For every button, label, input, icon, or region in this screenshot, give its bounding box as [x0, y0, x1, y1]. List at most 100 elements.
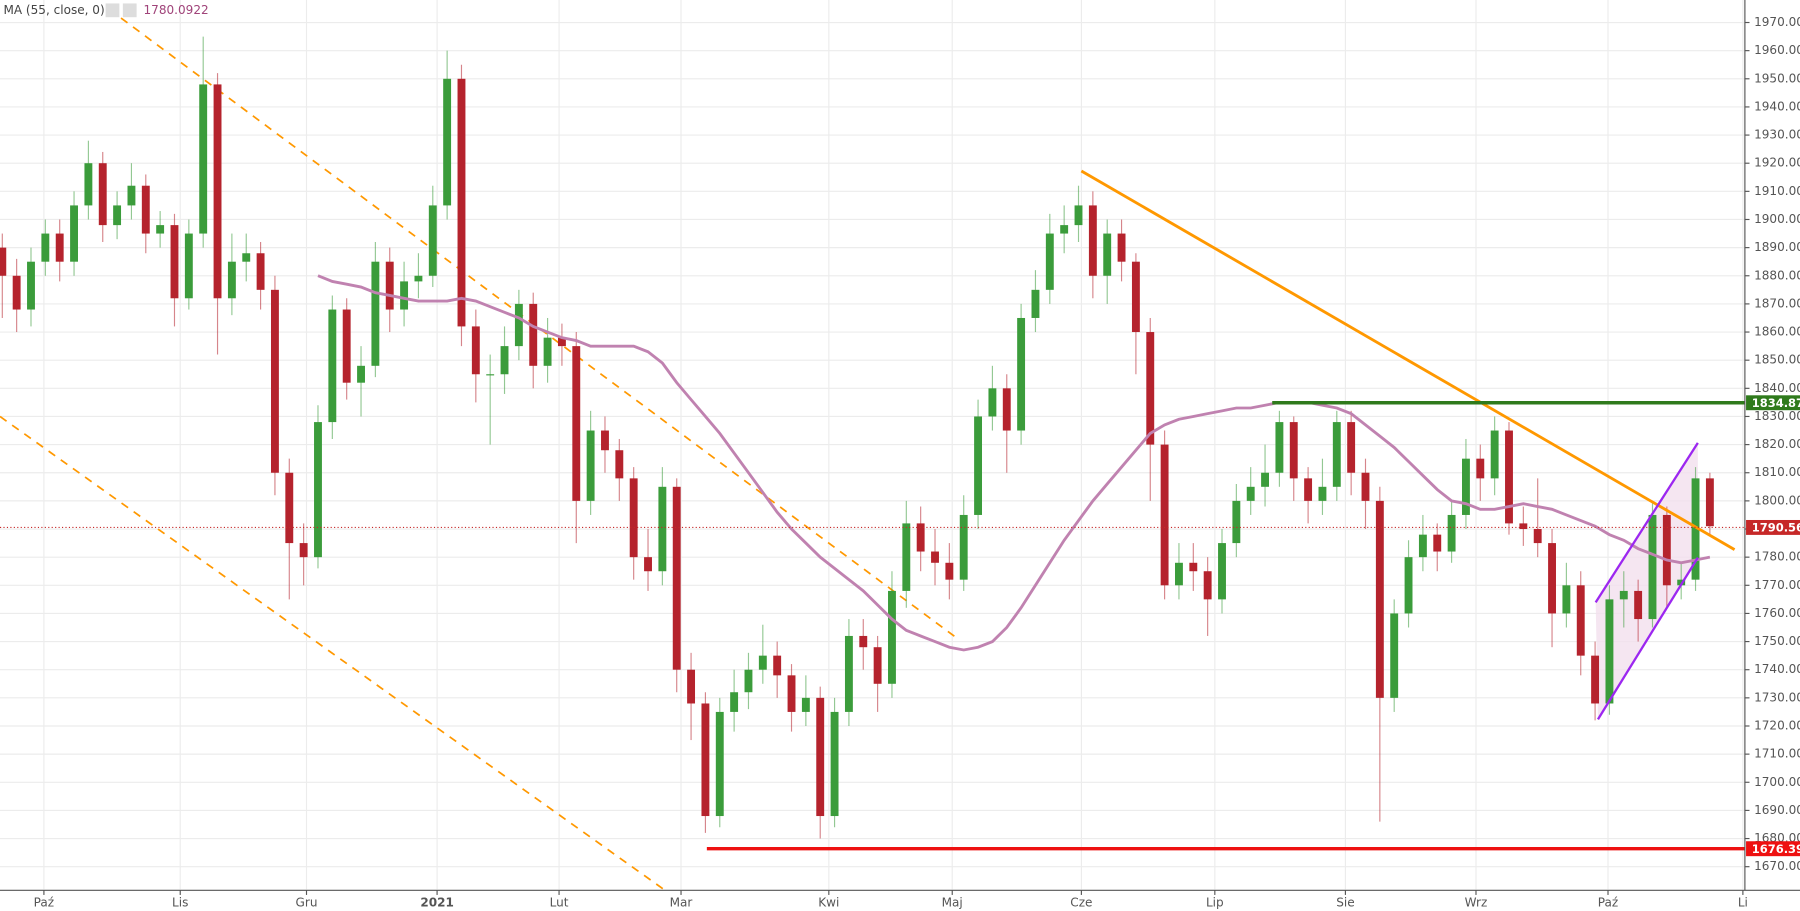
candle-body — [1634, 590, 1643, 620]
price-label: 1834.87 — [1752, 396, 1800, 410]
moving-average — [317, 274, 1711, 652]
candle-body — [1404, 557, 1413, 614]
y-tick-label: 1850.00 — [1754, 353, 1800, 367]
candle-body — [84, 163, 93, 206]
candle-body — [1275, 422, 1284, 473]
candle-body — [1017, 317, 1026, 431]
trendline-dashed — [0, 415, 665, 890]
candle-body — [601, 430, 609, 451]
candle-body — [1074, 205, 1083, 226]
candle-body — [801, 697, 810, 712]
y-tick-label: 1820.00 — [1754, 437, 1800, 451]
candle-body — [658, 486, 667, 572]
candle-body — [227, 261, 236, 299]
y-tick-label: 1970.00 — [1754, 15, 1800, 29]
x-tick-label: Cze — [1070, 895, 1092, 909]
candle-body — [1332, 422, 1341, 487]
candle-body — [385, 261, 394, 310]
candle-body — [270, 289, 279, 473]
candle-body — [1232, 500, 1241, 544]
candle-body — [1175, 562, 1183, 586]
y-tick-label: 1900.00 — [1754, 212, 1800, 226]
candle-body — [342, 309, 351, 383]
candle-body — [1103, 233, 1112, 276]
candle-body — [1146, 332, 1155, 445]
candle-body — [687, 669, 696, 704]
candle-body — [902, 523, 911, 591]
candle-body — [113, 205, 122, 226]
drawings — [0, 8, 1698, 890]
candle-body — [1088, 205, 1097, 276]
candle-body — [242, 253, 251, 262]
candle-body — [1289, 422, 1298, 479]
candle-body — [629, 478, 638, 558]
candle-body — [1662, 514, 1671, 586]
x-tick-label: Li — [1738, 895, 1748, 909]
x-tick-label: Mar — [670, 895, 693, 909]
candle-body — [199, 84, 208, 234]
candle-body — [1117, 233, 1126, 262]
candle-body — [70, 205, 78, 262]
candle-body — [41, 233, 50, 262]
candle-body — [12, 275, 21, 310]
price-label-box — [1746, 519, 1800, 535]
x-tick-label: 2021 — [420, 895, 454, 909]
candle-body — [1533, 529, 1542, 544]
y-tick-label: 1930.00 — [1754, 128, 1800, 142]
candle-body — [701, 703, 710, 817]
candle-body — [1375, 500, 1384, 698]
candle-body — [1261, 472, 1269, 487]
x-tick-label: Maj — [942, 895, 963, 909]
candle-body — [644, 557, 652, 572]
candle-body — [1548, 543, 1556, 614]
settings-icon[interactable] — [105, 3, 120, 18]
y-tick-label: 1940.00 — [1754, 99, 1800, 113]
candle-body — [586, 430, 595, 501]
y-tick-label: 1710.00 — [1754, 747, 1800, 761]
candle-body — [1605, 599, 1614, 704]
indicator-name: MA (55, close, 0) — [3, 3, 104, 17]
y-tick-label: 1780.00 — [1754, 550, 1800, 564]
candle-body — [988, 388, 997, 417]
candles — [0, 36, 1714, 839]
price-label-box — [1746, 395, 1800, 411]
candle-body — [428, 205, 437, 276]
y-tick-label: 1760.00 — [1754, 606, 1800, 620]
y-tick-label: 1750.00 — [1754, 634, 1800, 648]
candle-body — [1390, 613, 1399, 698]
candle-body — [1318, 486, 1327, 501]
y-tick-label: 1800.00 — [1754, 493, 1800, 507]
x-tick-label: Paź — [1598, 895, 1618, 909]
candle-body — [873, 647, 882, 684]
candle-body — [400, 281, 409, 310]
candle-body — [1045, 233, 1054, 290]
candle-body — [299, 543, 308, 558]
candle-body — [55, 233, 64, 262]
candle-body — [98, 163, 107, 226]
candle-body — [314, 422, 322, 558]
candle-body — [744, 669, 753, 693]
candle-body — [888, 590, 896, 684]
candle-body — [1218, 543, 1226, 600]
x-tick-label: Kwi — [818, 895, 839, 909]
candle-body — [1505, 430, 1513, 524]
y-tick-label: 1920.00 — [1754, 156, 1800, 170]
candle-body — [672, 486, 681, 670]
y-tick-label: 1700.00 — [1754, 775, 1800, 789]
candle-body — [141, 185, 150, 234]
price-label: 1790.56 — [1752, 521, 1800, 535]
candle-body — [500, 346, 509, 375]
y-tick-label: 1690.00 — [1754, 803, 1800, 817]
close-icon[interactable] — [122, 3, 137, 18]
candle-body — [127, 185, 136, 206]
candle-body — [414, 275, 423, 282]
candle-body — [213, 84, 222, 299]
candle-body — [443, 78, 452, 206]
candle-body — [1691, 478, 1700, 580]
candle-body — [371, 261, 380, 366]
channel-upper — [1594, 442, 1699, 603]
candle-body — [974, 416, 983, 515]
candle-body — [1361, 472, 1370, 501]
candle-body — [1705, 478, 1714, 527]
